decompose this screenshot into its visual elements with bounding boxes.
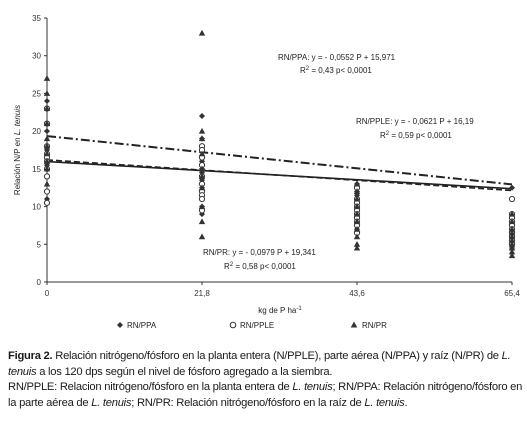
point-rn-pr	[508, 240, 516, 247]
point-rn-pr	[508, 229, 516, 236]
equation-ppa: RN/PPA: y = - 0,0552 P + 15,971 R2 = 0,4…	[278, 53, 396, 75]
point-rn-pr	[43, 90, 51, 96]
point-rn-ppa	[44, 97, 50, 104]
caption-paragraph-1: Figura 2. Relación nitrógeno/fósforo en …	[8, 350, 511, 378]
x-tick-label: 21,8	[194, 289, 210, 298]
point-rn-ppa	[199, 113, 205, 120]
point-rn-pr	[198, 218, 206, 225]
y-tick-label: 25	[32, 89, 41, 98]
equation-ppa-text: RN/PPA: y = - 0,0552 P + 15,971	[278, 53, 396, 62]
point-rn-pr	[353, 240, 361, 247]
point-rn-ppa	[44, 128, 50, 135]
figure-label: Figura 2.	[8, 350, 53, 362]
point-rn-pr	[198, 203, 206, 210]
point-rn-pr	[508, 244, 516, 251]
x-ticks: 0 21,8 43,6 65,4	[45, 282, 520, 298]
point-rn-pr	[43, 120, 51, 127]
y-tick-label: 20	[32, 127, 41, 136]
equation-pple: RN/PPLE: y = - 0,0621 P + 16,19 R2 = 0,5…	[356, 117, 474, 140]
equation-pr-text: RN/PR: y = - 0,0979 P + 19,341	[203, 248, 316, 257]
point-rn-pr	[43, 180, 51, 187]
y-tick-label: 0	[37, 278, 42, 287]
data-points	[43, 29, 516, 259]
point-rn-pple	[43, 199, 51, 206]
point-rn-pple	[43, 173, 51, 180]
point-rn-pr	[508, 252, 516, 259]
point-rn-pr	[353, 188, 361, 194]
x-tick-label: 0	[45, 289, 50, 298]
point-rn-pr	[43, 135, 51, 142]
regression-line-rn-ppa	[46, 160, 513, 190]
equation-pple-r2: R2 = 0,59 p< 0,0001	[380, 131, 452, 140]
point-rn-pr	[508, 225, 516, 232]
circle-marker-icon	[229, 321, 237, 329]
y-tick-label: 15	[32, 165, 41, 174]
point-rn-pr	[43, 158, 51, 164]
x-axis-label: kg de P ha-1	[258, 306, 302, 315]
figure-caption: Figura 2. Relación nitrógeno/fósforo en …	[8, 349, 523, 411]
x-tick-label: 65,4	[504, 289, 520, 298]
point-rn-pr	[353, 180, 361, 187]
point-rn-pr	[198, 165, 206, 172]
diamond-marker-icon	[117, 322, 123, 328]
legend-label-pr: RN/PR	[362, 321, 387, 330]
y-axis-label: Relación N/P en L. tenuis	[13, 105, 22, 195]
regression-lines	[46, 135, 513, 192]
legend-item-ppa: RN/PPA	[117, 321, 157, 330]
legend-label-ppa: RN/PPA	[127, 321, 157, 330]
y-tick-label: 10	[32, 203, 41, 212]
point-rn-pr	[353, 195, 361, 202]
point-rn-pr	[43, 75, 51, 81]
point-rn-pple	[508, 195, 516, 203]
legend-item-pple: RN/PPLE	[229, 321, 274, 330]
x-tick-label: 43,6	[349, 289, 365, 298]
point-rn-pr	[198, 150, 206, 157]
point-rn-pr	[43, 142, 51, 149]
regression-line-rn-pr	[46, 135, 513, 186]
y-tick-label: 30	[32, 52, 41, 61]
legend-item-pr: RN/PR	[350, 321, 387, 330]
point-rn-pr	[198, 127, 206, 134]
point-rn-pr	[198, 233, 206, 240]
x-axis: 0 21,8 43,6 65,4	[45, 281, 520, 298]
equation-pple-text: RN/PPLE: y = - 0,0621 P + 16,19	[356, 117, 474, 126]
point-rn-pr	[43, 165, 51, 172]
point-rn-pr	[43, 150, 51, 157]
point-rn-pr	[353, 233, 361, 240]
legend: RN/PPA RN/PPLE RN/PR	[117, 321, 387, 330]
point-rn-pr	[353, 244, 361, 251]
equation-ppa-r2: R2 = 0,43 p< 0,0001	[300, 66, 372, 75]
point-rn-pr	[508, 233, 516, 240]
caption-paragraph-2: RN/PPLE: Relacion nitrógeno/fósforo en l…	[8, 381, 523, 409]
point-rn-pr	[508, 248, 516, 255]
equation-pr-r2: R2 = 0,58 p< 0,0001	[224, 262, 296, 271]
scatter-chart: 0 5 10 15 20 25 30 35 0 21,8 43,6 65,4 Relación N/…	[13, 14, 520, 330]
triangle-marker-icon	[350, 321, 358, 328]
point-rn-pr	[508, 210, 516, 217]
point-rn-pr	[508, 218, 516, 225]
point-rn-pple	[198, 195, 206, 203]
point-rn-pr	[43, 105, 51, 112]
point-rn-pr	[198, 135, 206, 142]
point-rn-pr	[353, 225, 361, 232]
point-rn-ppa	[509, 184, 515, 191]
point-rn-pr	[508, 237, 516, 244]
equation-pr: RN/PR: y = - 0,0979 P + 19,341 R2 = 0,58…	[203, 248, 316, 271]
point-rn-pr	[198, 184, 206, 191]
point-rn-pr	[198, 29, 206, 36]
point-rn-pr	[353, 203, 361, 210]
y-tick-label: 35	[32, 14, 41, 23]
point-rn-pple	[43, 188, 51, 195]
legend-label-pple: RN/PPLE	[240, 321, 274, 330]
point-rn-pr	[353, 218, 361, 225]
y-tick-label: 5	[37, 240, 42, 249]
regression-line-rn-pple	[46, 159, 513, 192]
point-rn-pr	[198, 173, 206, 179]
point-rn-pr	[353, 210, 361, 217]
